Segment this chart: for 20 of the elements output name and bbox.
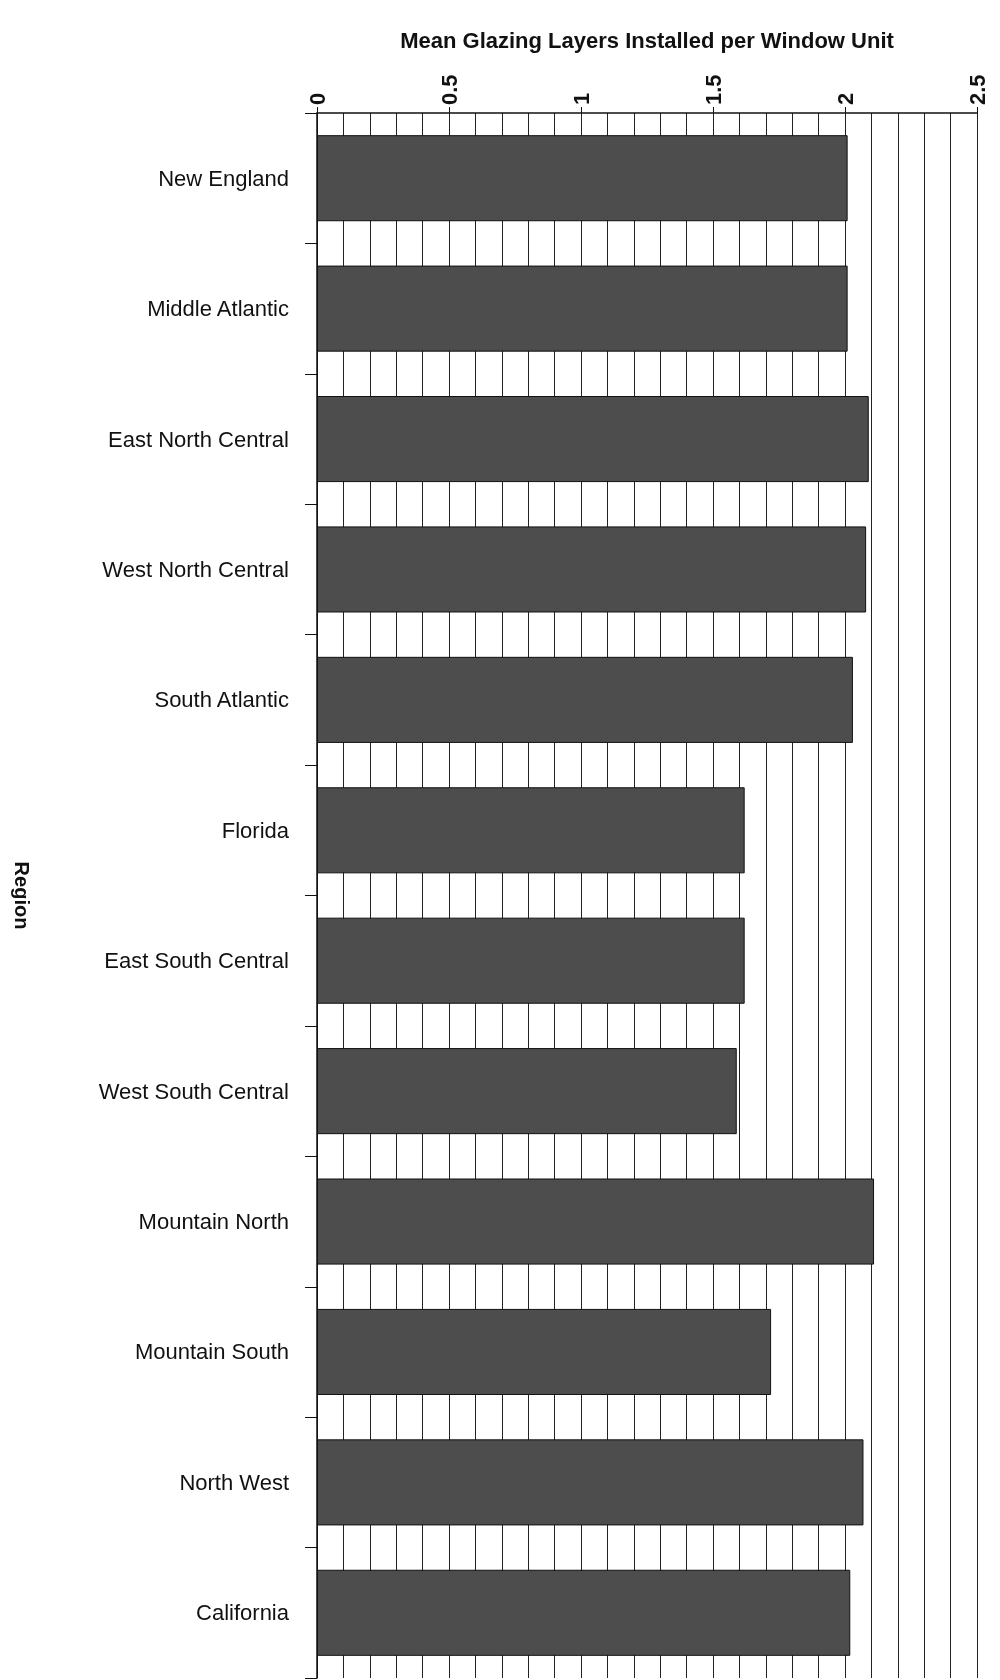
y-tick-label: Mountain South <box>134 1339 289 1365</box>
y-axis-title: Region <box>11 861 33 930</box>
y-tick-label: California <box>196 1600 290 1626</box>
y-tick-label: West North Central <box>102 556 289 582</box>
x-tick-label: 0.5 <box>436 74 462 105</box>
y-tick-label: Middle Atlantic <box>147 296 289 322</box>
x-tick-label: 2.5 <box>964 74 990 105</box>
y-tick-label: East North Central <box>108 426 289 452</box>
y-tick-label: West South Central <box>98 1078 289 1104</box>
x-tick-label: 1.5 <box>700 74 726 105</box>
y-tick-label: East South Central <box>104 948 289 974</box>
x-axis-title: Mean Glazing Layers Installed per Window Unit <box>400 27 895 53</box>
y-tick-label: South Atlantic <box>154 687 289 713</box>
x-tick-label: 2 <box>832 92 858 105</box>
y-tick-label: New England <box>158 165 289 191</box>
y-tick-label: Florida <box>221 817 290 843</box>
y-tick-label: North West <box>179 1469 289 1495</box>
y-tick-label: Mountain North <box>138 1209 289 1235</box>
x-tick-label: 0 <box>304 92 330 105</box>
x-tick-label: 1 <box>568 92 594 105</box>
